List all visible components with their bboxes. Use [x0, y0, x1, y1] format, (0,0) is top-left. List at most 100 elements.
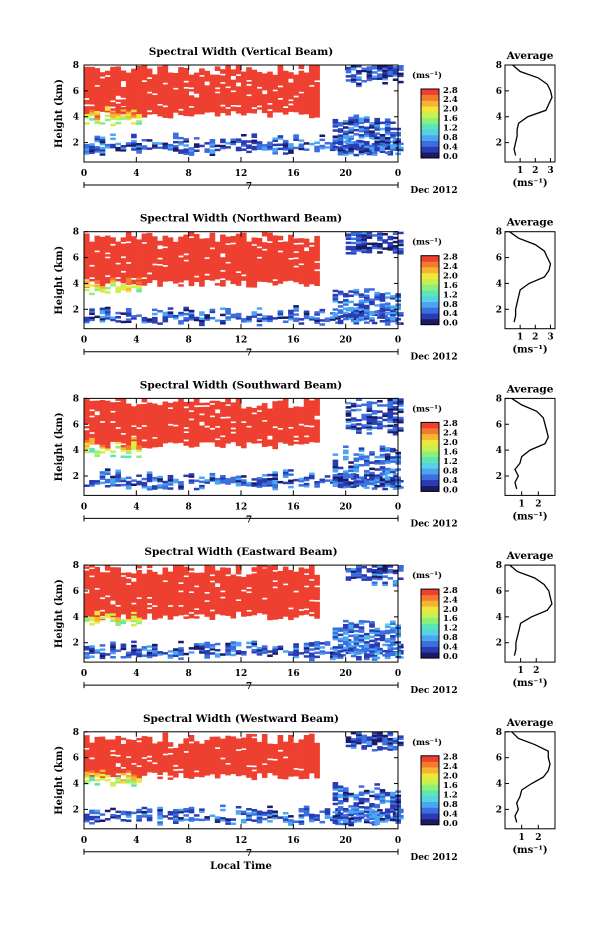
heatmap-cell — [89, 573, 95, 576]
heatmap-cell — [120, 107, 127, 110]
heatmap-cell — [332, 297, 339, 301]
heatmap-cell — [366, 231, 373, 235]
heatmap-cell — [230, 258, 237, 262]
heatmap-cell — [214, 580, 221, 584]
heatmap-cell — [136, 264, 142, 267]
heatmap-cell — [146, 594, 153, 597]
heatmap-cell — [162, 438, 169, 442]
heatmap-cell — [358, 129, 365, 133]
heatmap-cell — [267, 425, 273, 428]
heatmap-cell — [110, 145, 116, 149]
heatmap-cell — [246, 245, 252, 249]
heatmap-cell — [131, 412, 137, 415]
heatmap-cell — [256, 479, 263, 482]
heatmap-cell — [152, 582, 158, 585]
heatmap-cell — [125, 572, 132, 575]
heatmap-cell — [125, 318, 132, 321]
heatmap-cell — [267, 90, 273, 93]
heatmap-cell — [84, 266, 90, 270]
heatmap-cell — [209, 477, 216, 480]
heatmap-cell — [369, 451, 375, 454]
heatmap-cell — [136, 404, 142, 407]
heatmap-cell — [193, 419, 200, 422]
heatmap-cell — [343, 474, 349, 477]
heatmap-cell — [183, 441, 189, 444]
heatmap-cell — [374, 291, 380, 295]
heatmap-cell — [293, 84, 299, 88]
heatmap-cell — [235, 266, 242, 270]
heatmap-cell — [104, 237, 111, 241]
heatmap-cell — [204, 242, 210, 245]
heatmap-cell — [261, 427, 268, 431]
heatmap-cell — [157, 615, 163, 619]
heatmap-cell — [178, 265, 184, 269]
heatmap-cell — [220, 443, 226, 446]
heatmap-cell — [272, 260, 278, 263]
heatmap-cell — [261, 148, 268, 151]
heatmap-cell — [84, 599, 90, 602]
heatmap-cell — [104, 586, 111, 590]
heatmap-cell — [115, 471, 121, 475]
heatmap-cell — [157, 440, 163, 443]
heatmap-cell — [235, 431, 242, 434]
heatmap-cell — [209, 435, 216, 439]
heatmap-cell — [104, 421, 111, 424]
heatmap-cell — [89, 91, 95, 95]
heatmap-cell — [162, 582, 169, 585]
heatmap-cell — [364, 296, 370, 300]
heatmap-cell — [272, 103, 278, 107]
heatmap-cell — [188, 434, 195, 438]
heatmap-cell — [157, 409, 163, 412]
heatmap-cell — [89, 404, 95, 408]
heatmap-cell — [104, 315, 111, 318]
heatmap-cell — [343, 301, 349, 304]
heatmap-cell — [84, 288, 90, 292]
heatmap-cell — [246, 67, 252, 70]
heatmap-cell — [298, 411, 305, 414]
heatmap-cell — [267, 427, 273, 430]
heatmap-cell — [332, 123, 339, 126]
heatmap-cell — [188, 578, 195, 581]
heatmap-cell — [84, 108, 90, 111]
heatmap-cell — [115, 441, 121, 445]
heatmap-cell — [193, 263, 200, 266]
heatmap-cell — [214, 111, 221, 115]
heatmap-cell — [157, 578, 163, 582]
heatmap-cell — [84, 316, 90, 320]
heatmap-cell — [183, 579, 189, 582]
heatmap-cell — [125, 434, 132, 438]
heatmap-cell — [146, 590, 153, 593]
heatmap-cell — [183, 404, 189, 407]
heatmap-cell — [288, 76, 294, 79]
heatmap-cell — [115, 420, 121, 424]
heatmap-cell — [188, 252, 195, 255]
heatmap-cell — [120, 593, 127, 596]
heatmap-cell — [162, 273, 169, 276]
heatmap-cell — [384, 141, 391, 144]
heatmap-cell — [298, 271, 305, 274]
heatmap-cell — [94, 266, 101, 270]
heatmap-cell — [261, 482, 268, 485]
heatmap-cell — [89, 413, 95, 416]
heatmap-cell — [314, 411, 320, 414]
heatmap-cell — [277, 87, 284, 90]
heatmap-cell — [220, 263, 226, 266]
heatmap-cell — [131, 267, 137, 270]
heatmap-cell — [261, 421, 268, 425]
heatmap-cell — [353, 320, 360, 323]
heatmap-cell — [99, 245, 106, 248]
heatmap-cell — [282, 87, 289, 90]
heatmap-cell — [199, 311, 205, 314]
heatmap-cell — [84, 122, 90, 125]
heatmap-cell — [277, 74, 284, 78]
heatmap-cell — [178, 67, 184, 70]
heatmap-cell — [272, 110, 278, 113]
heatmap-cell — [120, 428, 127, 431]
heatmap-cell — [293, 271, 299, 275]
heatmap-cell — [384, 296, 391, 299]
heatmap-cell — [277, 68, 284, 72]
heatmap-cell — [377, 232, 383, 235]
heatmap-cell — [256, 242, 263, 245]
heatmap-cells — [84, 231, 404, 327]
heatmap-cell — [246, 268, 252, 271]
